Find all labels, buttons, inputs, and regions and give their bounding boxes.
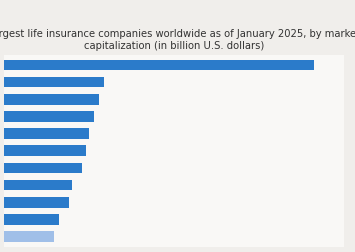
Bar [4,180,72,191]
Bar [4,146,86,156]
Bar [4,231,54,242]
Bar [4,94,99,105]
Bar [4,112,94,122]
Bar [4,163,82,174]
Bar [4,60,314,71]
Bar [4,197,69,208]
Title: Largest life insurance companies worldwide as of January 2025, by market
capital: Largest life insurance companies worldwi… [0,29,355,50]
Bar [4,78,104,88]
Bar [4,214,59,225]
Bar [4,129,89,139]
